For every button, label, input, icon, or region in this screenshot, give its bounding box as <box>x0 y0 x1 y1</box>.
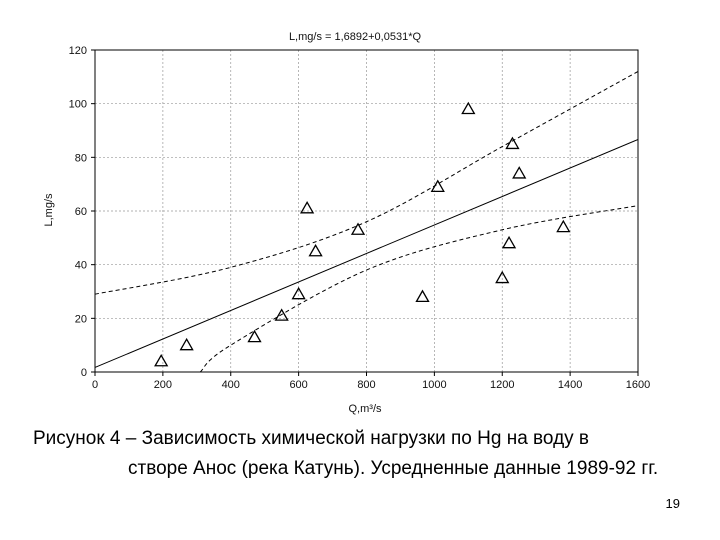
upper-confidence-band <box>94 71 639 295</box>
y-tick-label: 80 <box>75 152 87 164</box>
regression-line <box>94 139 639 368</box>
data-point-triangle <box>154 353 169 367</box>
data-point-triangle <box>505 136 520 150</box>
y-tick-label: 0 <box>81 367 87 379</box>
data-point-triangle <box>461 101 476 115</box>
y-axis-label: L,mg/s <box>43 193 55 227</box>
data-point-triangle <box>179 337 194 351</box>
data-point-triangle <box>495 270 510 284</box>
y-tick-label: 100 <box>69 99 87 111</box>
data-point-triangle <box>247 329 262 343</box>
lower-confidence-band <box>199 205 639 373</box>
data-point-triangle <box>350 222 366 235</box>
chart-title: L,mg/s = 1,6892+0,0531*Q <box>289 31 422 43</box>
caption-line-2: створе Анос (река Катунь). Усредненные д… <box>128 458 659 479</box>
data-point-triangle <box>308 243 323 257</box>
x-tick-label: 1400 <box>558 379 582 391</box>
y-tick-label: 20 <box>75 313 87 325</box>
y-tick-label: 60 <box>75 206 87 218</box>
x-tick-label: 600 <box>289 379 307 391</box>
x-tick-label: 200 <box>154 379 172 391</box>
y-tick-label: 120 <box>69 45 87 57</box>
data-point-triangle <box>274 308 289 321</box>
data-point-triangle <box>556 219 571 233</box>
x-tick-label: 1200 <box>490 379 514 391</box>
x-tick-label: 0 <box>92 379 98 391</box>
x-axis-label: Q,m³/s <box>349 403 382 415</box>
x-tick-label: 800 <box>357 379 375 391</box>
x-axis-ticks: 0 200 400 600 800 1000 1200 1400 1600 <box>92 372 650 391</box>
data-point-triangle <box>415 289 430 303</box>
data-point-triangle <box>299 201 315 214</box>
y-axis-ticks: 0 20 40 60 80 100 120 <box>69 45 95 379</box>
x-tick-label: 1600 <box>626 379 650 391</box>
data-point-triangle <box>430 179 445 193</box>
page-number: 19 <box>665 496 680 511</box>
x-tick-label: 400 <box>222 379 240 391</box>
scatter-chart: 0 200 400 600 800 1000 1200 1400 1600 0 20 40 60 80 1… <box>43 31 650 415</box>
grid-lines <box>95 50 638 372</box>
data-point-triangle <box>512 166 527 179</box>
data-points <box>154 101 571 367</box>
data-point-triangle <box>291 286 306 300</box>
figure-caption: Рисунок 4 – Зависимость химической нагру… <box>33 424 703 484</box>
data-point-triangle <box>501 235 517 249</box>
confidence-bands <box>94 71 639 373</box>
caption-line-1: Рисунок 4 – Зависимость химической нагру… <box>33 428 590 449</box>
y-tick-label: 40 <box>75 260 87 272</box>
x-tick-label: 1000 <box>422 379 446 391</box>
